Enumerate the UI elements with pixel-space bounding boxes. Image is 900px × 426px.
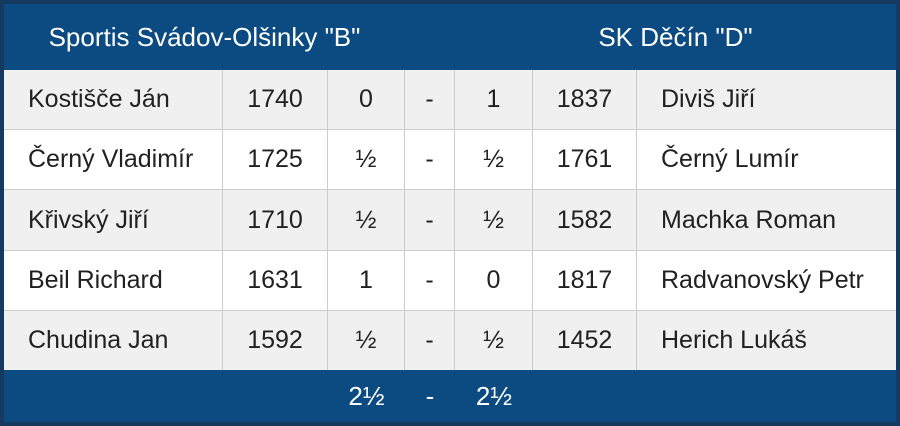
total-score-separator: - [425, 380, 435, 411]
home-board-score: 1 [328, 250, 405, 310]
home-total-score: 2½ [348, 380, 385, 411]
home-board-score: 0 [328, 70, 405, 130]
total-score-row: 2½ - 2½ [4, 370, 896, 422]
away-team-name: SK Děčín "D" [598, 21, 753, 52]
home-player-rating: 1592 [223, 310, 328, 371]
home-player-rating: 1631 [223, 250, 328, 310]
board-row: Beil Richard 1631 1-0 1817 Radvanovský Petr [4, 249, 896, 310]
away-player-name: Černý Lumír [661, 145, 799, 174]
away-player-rating: 1452 [533, 310, 637, 371]
away-player-name: Machka Roman [661, 205, 837, 234]
away-player-rating: 1817 [533, 250, 637, 310]
home-player-name: Chudina Jan [4, 310, 223, 371]
home-player-name: Kostišče Ján [4, 70, 223, 130]
away-player-name: Diviš Jiří [661, 85, 756, 114]
home-board-score: ½ [328, 190, 405, 250]
home-team-name: Sportis Svádov-Olšinky "B" [48, 21, 361, 52]
footer-spacer [533, 370, 637, 422]
home-player-rating: 1710 [223, 190, 328, 250]
board-row: Černý Vladimír 1725 ½ - ½ 1761 Černý Lumír [4, 129, 896, 190]
away-player-rating: 1761 [533, 130, 637, 190]
board-row: Kostišče Ján 1740 0-1 1837 Diviš Jiří [4, 70, 896, 130]
away-board-score: 1 [455, 70, 533, 130]
away-total-score: 2½ [475, 380, 513, 411]
board-score-separator: - [405, 250, 455, 310]
board-score-separator: - [405, 190, 455, 250]
home-board-score: ½ [328, 310, 405, 371]
home-player-rating: 1740 [223, 70, 328, 130]
boards-list: Kostišče Ján 1740 0-1 1837 Diviš Jiří Černý V… [4, 70, 896, 371]
away-board-score: ½ [455, 310, 533, 371]
away-player-rating: 1837 [533, 70, 637, 130]
board-score-separator: - [405, 130, 455, 190]
away-player-name: Radvanovský Petr [661, 265, 864, 294]
board-row: Chudina Jan 1592 ½ - ½ 1452 Herich Lukáš [4, 309, 896, 371]
board-score-separator: - [405, 70, 455, 130]
away-player-rating: 1582 [533, 190, 637, 250]
footer-spacer [637, 370, 896, 422]
away-board-score: ½ [455, 190, 533, 250]
footer-spacer [223, 370, 328, 422]
home-player-rating: 1725 [223, 130, 328, 190]
board-row: Křivský Jiří 1710 ½ - ½ 1582 Machka Roman [4, 189, 896, 250]
away-board-score: 0 [455, 250, 533, 310]
home-player-name: Beil Richard [4, 250, 223, 310]
footer-spacer [4, 370, 223, 422]
away-board-score: ½ [455, 130, 533, 190]
home-player-name: Černý Vladimír [4, 130, 223, 190]
away-player-name: Herich Lukáš [661, 325, 807, 354]
header-spacer [405, 4, 455, 70]
home-board-score: ½ [328, 130, 405, 190]
home-player-name: Křivský Jiří [4, 190, 223, 250]
board-score-separator: - [405, 310, 455, 371]
team-header-row: Sportis Svádov-Olšinky "B" SK Děčín "D" [4, 4, 896, 70]
